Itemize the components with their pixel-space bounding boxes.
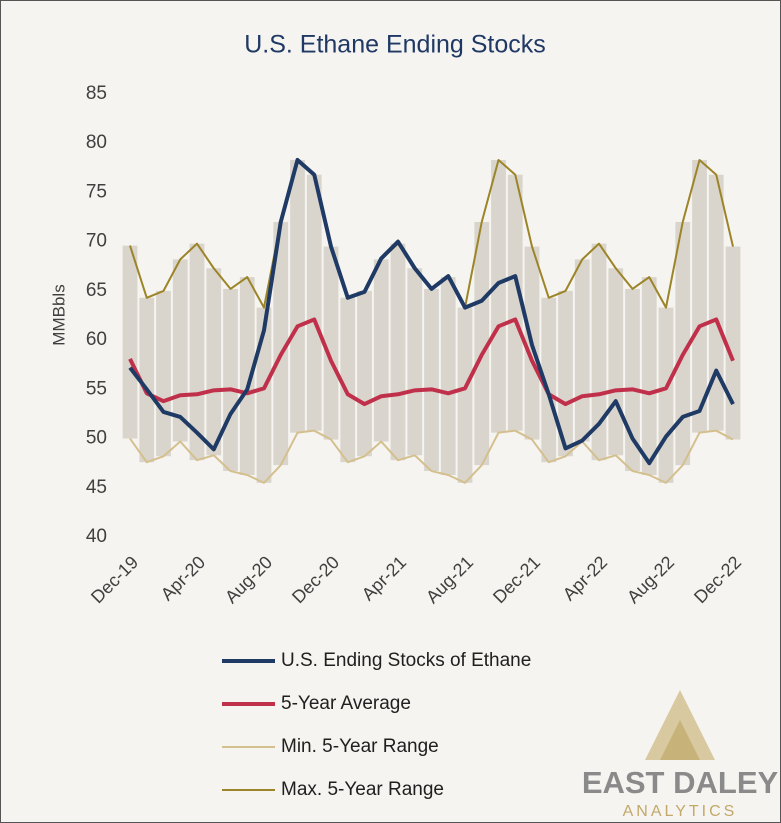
range-bar: [239, 277, 255, 475]
y-tick-label: 45: [86, 477, 107, 498]
y-tick-label: 60: [86, 329, 107, 350]
range-bar: [323, 246, 339, 440]
range-bar: [189, 243, 205, 461]
y-tick-label: 85: [86, 83, 107, 104]
range-bar: [223, 288, 238, 472]
range-bar: [608, 268, 624, 456]
y-tick-label: 80: [86, 132, 107, 153]
range-bar: [491, 159, 506, 433]
series-line: [128, 317, 735, 407]
y-tick-label: 50: [86, 428, 107, 449]
logo-tagline: ANALYTICS: [623, 803, 738, 820]
range-bar: [156, 290, 171, 457]
range-bar: [541, 297, 557, 463]
logo-name: EAST DALEY: [582, 765, 779, 800]
logo-mark: [660, 720, 700, 760]
series-line: [129, 429, 734, 484]
y-tick-label: 75: [86, 181, 107, 202]
range-bar: [256, 307, 272, 483]
range-bar: [474, 221, 490, 466]
range-bar: [407, 268, 423, 456]
range-bar: [675, 221, 691, 466]
range-bar: [558, 290, 573, 457]
legend-label: Min. 5-Year Range: [281, 736, 439, 757]
range-bar: [290, 159, 305, 433]
range-bar: [357, 290, 372, 457]
range-bar: [206, 268, 222, 456]
y-tick-label: 40: [86, 526, 107, 547]
range-bar: [507, 174, 523, 431]
range-bar: [708, 174, 724, 431]
range-bar: [440, 277, 456, 475]
y-tick-label: 55: [86, 378, 107, 399]
range-bar: [641, 277, 657, 475]
range-bar: [390, 243, 406, 461]
logo: EAST DALEY ANALYTICS: [582, 690, 779, 820]
range-bar: [457, 307, 473, 483]
series-line: [128, 157, 735, 466]
y-tick-label: 65: [86, 280, 107, 301]
range-bar: [424, 288, 439, 472]
y-axis-label: MMBbls: [49, 284, 68, 345]
range-bar: [273, 221, 289, 466]
y-tick-label: 70: [86, 231, 107, 252]
range-bar: [658, 307, 674, 483]
chart-title: U.S. Ethane Ending Stocks: [244, 31, 546, 59]
range-bar: [373, 259, 389, 442]
range-bar: [340, 297, 356, 463]
range-bar: [591, 243, 607, 461]
range-bar: [692, 159, 707, 433]
range-bar: [139, 297, 155, 463]
range-bar: [306, 174, 322, 431]
legend-label: Max. 5-Year Range: [281, 779, 444, 800]
legend-label: U.S. Ending Stocks of Ethane: [281, 650, 531, 671]
range-bar: [725, 246, 741, 440]
range-bar: [574, 259, 590, 442]
legend-label: 5-Year Average: [281, 693, 411, 714]
range-bar: [122, 245, 138, 439]
